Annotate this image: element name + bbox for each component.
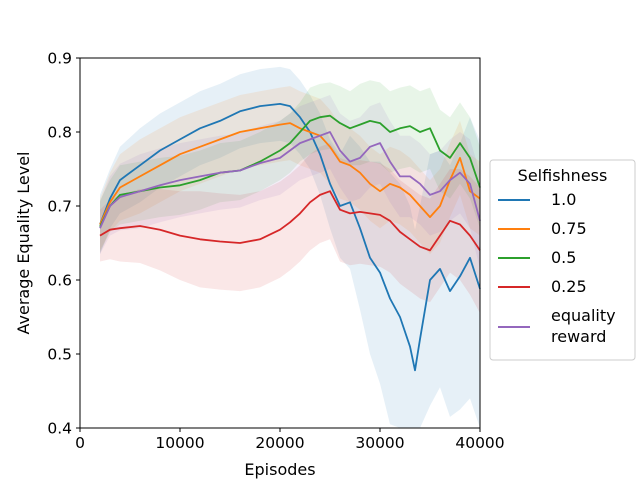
series-0-line: [99, 103, 481, 372]
x-tick-label: 10000: [155, 434, 204, 452]
x-tick-label: 20000: [255, 434, 304, 452]
series-0-band: [100, 66, 480, 429]
series-1-line: [99, 122, 481, 225]
series-2-line: [99, 114, 481, 228]
legend-item-3: 0.25: [498, 277, 587, 296]
series-4-band: [100, 95, 480, 269]
series-3-line: [99, 190, 481, 252]
legend-item-2-label: 0.5: [551, 248, 576, 267]
x-tick-label: 40000: [455, 434, 504, 452]
y-tick-label: 0.5: [47, 346, 72, 364]
series-4-line: [99, 131, 481, 229]
y-tick-label: 0.4: [47, 420, 72, 438]
legend-item-4-label-line-0: equality: [551, 306, 616, 325]
series-3-band: [100, 143, 480, 314]
y-tick-label: 0.8: [47, 124, 72, 142]
legend-items: 1.0 0.75 0.5 0.25 equality reward: [498, 190, 616, 346]
legend-item-0-label: 1.0: [551, 190, 576, 209]
legend-item-1-label: 0.75: [551, 219, 587, 238]
legend-item-4: equality reward: [498, 306, 616, 346]
series-lines: [99, 103, 481, 372]
legend: Selfishness 1.0 0.75 0.5 0.25 equality reward: [489, 159, 636, 361]
legend-item-2: 0.5: [498, 248, 576, 267]
legend-title: Selfishness: [518, 166, 608, 185]
y-tick-label: 0.9: [47, 50, 72, 68]
legend-item-4-label-line-1: reward: [551, 327, 606, 346]
series-2-band: [100, 80, 480, 253]
legend-item-1: 0.75: [498, 219, 587, 238]
x-axis-label: Episodes: [244, 460, 315, 479]
y-tick-label: 0.7: [47, 198, 72, 216]
x-tick-label: 30000: [355, 434, 404, 452]
y-axis-label: Average Equality Level: [14, 152, 33, 335]
y-axis-ticks: 0.4 0.5 0.6 0.7 0.8 0.9: [47, 50, 80, 438]
x-axis-ticks: 0 10000 20000 30000 40000: [75, 428, 505, 452]
y-tick-label: 0.6: [47, 272, 72, 290]
legend-item-3-label: 0.25: [551, 277, 587, 296]
legend-item-0: 1.0: [498, 190, 576, 209]
confidence-bands: [100, 66, 480, 429]
x-tick-label: 0: [75, 434, 85, 452]
series-1-band: [100, 86, 480, 255]
legend-box: [489, 159, 636, 361]
